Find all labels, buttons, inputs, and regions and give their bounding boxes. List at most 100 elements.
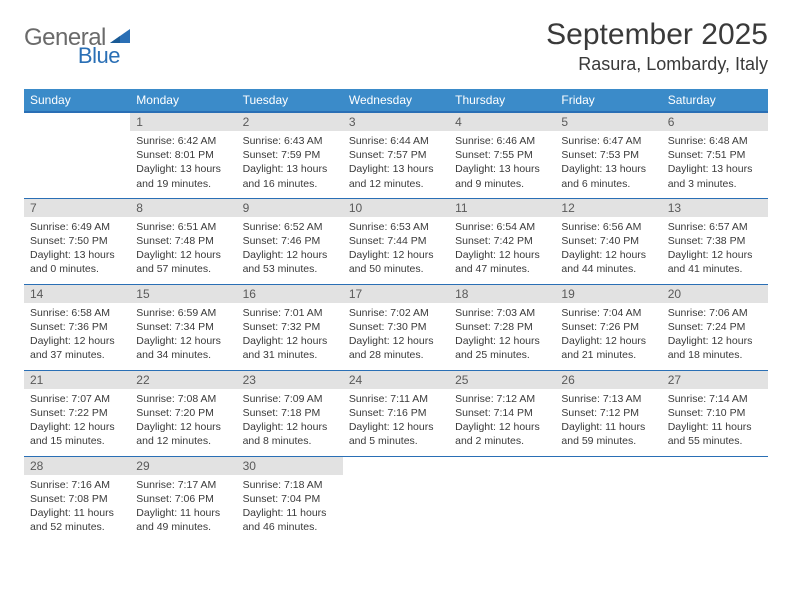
day-number: 26 — [555, 371, 661, 389]
day-number: 8 — [130, 199, 236, 217]
calendar-cell: 20Sunrise: 7:06 AMSunset: 7:24 PMDayligh… — [662, 284, 768, 370]
title-block: September 2025 Rasura, Lombardy, Italy — [546, 18, 768, 75]
day-number: 15 — [130, 285, 236, 303]
day-number: 5 — [555, 113, 661, 131]
calendar-cell: 8Sunrise: 6:51 AMSunset: 7:48 PMDaylight… — [130, 198, 236, 284]
calendar-cell: 30Sunrise: 7:18 AMSunset: 7:04 PMDayligh… — [237, 456, 343, 542]
day-content: Sunrise: 7:16 AMSunset: 7:08 PMDaylight:… — [24, 475, 130, 541]
day-content: Sunrise: 7:17 AMSunset: 7:06 PMDaylight:… — [130, 475, 236, 541]
day-content: Sunrise: 6:42 AMSunset: 8:01 PMDaylight:… — [130, 131, 236, 197]
calendar-cell: 4Sunrise: 6:46 AMSunset: 7:55 PMDaylight… — [449, 112, 555, 198]
day-content: Sunrise: 7:18 AMSunset: 7:04 PMDaylight:… — [237, 475, 343, 541]
calendar-cell: 15Sunrise: 6:59 AMSunset: 7:34 PMDayligh… — [130, 284, 236, 370]
calendar-cell: 14Sunrise: 6:58 AMSunset: 7:36 PMDayligh… — [24, 284, 130, 370]
day-content: Sunrise: 6:52 AMSunset: 7:46 PMDaylight:… — [237, 217, 343, 283]
calendar-cell: 18Sunrise: 7:03 AMSunset: 7:28 PMDayligh… — [449, 284, 555, 370]
day-content: Sunrise: 7:03 AMSunset: 7:28 PMDaylight:… — [449, 303, 555, 369]
day-content: Sunrise: 7:11 AMSunset: 7:16 PMDaylight:… — [343, 389, 449, 455]
calendar-cell: 28Sunrise: 7:16 AMSunset: 7:08 PMDayligh… — [24, 456, 130, 542]
calendar-cell — [24, 112, 130, 198]
day-content: Sunrise: 7:01 AMSunset: 7:32 PMDaylight:… — [237, 303, 343, 369]
calendar-cell: 29Sunrise: 7:17 AMSunset: 7:06 PMDayligh… — [130, 456, 236, 542]
day-number: 29 — [130, 457, 236, 475]
calendar-week-row: 7Sunrise: 6:49 AMSunset: 7:50 PMDaylight… — [24, 198, 768, 284]
calendar-week-row: 14Sunrise: 6:58 AMSunset: 7:36 PMDayligh… — [24, 284, 768, 370]
calendar-cell: 9Sunrise: 6:52 AMSunset: 7:46 PMDaylight… — [237, 198, 343, 284]
calendar-cell: 6Sunrise: 6:48 AMSunset: 7:51 PMDaylight… — [662, 112, 768, 198]
day-number: 7 — [24, 199, 130, 217]
weekday-header-row: Sunday Monday Tuesday Wednesday Thursday… — [24, 89, 768, 112]
weekday-monday: Monday — [130, 89, 236, 112]
location-text: Rasura, Lombardy, Italy — [546, 54, 768, 75]
day-content: Sunrise: 7:04 AMSunset: 7:26 PMDaylight:… — [555, 303, 661, 369]
day-number: 6 — [662, 113, 768, 131]
day-content: Sunrise: 6:56 AMSunset: 7:40 PMDaylight:… — [555, 217, 661, 283]
calendar-cell: 10Sunrise: 6:53 AMSunset: 7:44 PMDayligh… — [343, 198, 449, 284]
page-title: September 2025 — [546, 18, 768, 52]
day-number: 1 — [130, 113, 236, 131]
day-content: Sunrise: 6:57 AMSunset: 7:38 PMDaylight:… — [662, 217, 768, 283]
calendar-cell: 27Sunrise: 7:14 AMSunset: 7:10 PMDayligh… — [662, 370, 768, 456]
calendar-week-row: 1Sunrise: 6:42 AMSunset: 8:01 PMDaylight… — [24, 112, 768, 198]
day-number: 23 — [237, 371, 343, 389]
day-content: Sunrise: 7:13 AMSunset: 7:12 PMDaylight:… — [555, 389, 661, 455]
weekday-friday: Friday — [555, 89, 661, 112]
logo: General Blue — [24, 18, 178, 52]
calendar-cell: 12Sunrise: 6:56 AMSunset: 7:40 PMDayligh… — [555, 198, 661, 284]
day-number: 27 — [662, 371, 768, 389]
calendar-cell: 25Sunrise: 7:12 AMSunset: 7:14 PMDayligh… — [449, 370, 555, 456]
calendar-week-row: 21Sunrise: 7:07 AMSunset: 7:22 PMDayligh… — [24, 370, 768, 456]
day-number: 22 — [130, 371, 236, 389]
calendar-cell — [555, 456, 661, 542]
calendar-cell: 7Sunrise: 6:49 AMSunset: 7:50 PMDaylight… — [24, 198, 130, 284]
day-number: 18 — [449, 285, 555, 303]
weekday-sunday: Sunday — [24, 89, 130, 112]
day-content: Sunrise: 6:49 AMSunset: 7:50 PMDaylight:… — [24, 217, 130, 283]
calendar-cell: 3Sunrise: 6:44 AMSunset: 7:57 PMDaylight… — [343, 112, 449, 198]
calendar-cell: 21Sunrise: 7:07 AMSunset: 7:22 PMDayligh… — [24, 370, 130, 456]
day-number: 30 — [237, 457, 343, 475]
day-content: Sunrise: 6:47 AMSunset: 7:53 PMDaylight:… — [555, 131, 661, 197]
day-content: Sunrise: 6:58 AMSunset: 7:36 PMDaylight:… — [24, 303, 130, 369]
logo-text-blue: Blue — [78, 43, 120, 69]
day-number: 16 — [237, 285, 343, 303]
day-number: 4 — [449, 113, 555, 131]
calendar-cell: 5Sunrise: 6:47 AMSunset: 7:53 PMDaylight… — [555, 112, 661, 198]
day-content: Sunrise: 6:51 AMSunset: 7:48 PMDaylight:… — [130, 217, 236, 283]
day-number: 12 — [555, 199, 661, 217]
day-number: 2 — [237, 113, 343, 131]
day-number: 28 — [24, 457, 130, 475]
day-number: 14 — [24, 285, 130, 303]
day-number: 19 — [555, 285, 661, 303]
calendar-cell: 16Sunrise: 7:01 AMSunset: 7:32 PMDayligh… — [237, 284, 343, 370]
calendar-table: Sunday Monday Tuesday Wednesday Thursday… — [24, 89, 768, 542]
weekday-saturday: Saturday — [662, 89, 768, 112]
weekday-tuesday: Tuesday — [237, 89, 343, 112]
day-number: 21 — [24, 371, 130, 389]
day-content: Sunrise: 6:46 AMSunset: 7:55 PMDaylight:… — [449, 131, 555, 197]
calendar-week-row: 28Sunrise: 7:16 AMSunset: 7:08 PMDayligh… — [24, 456, 768, 542]
calendar-cell: 13Sunrise: 6:57 AMSunset: 7:38 PMDayligh… — [662, 198, 768, 284]
day-number: 10 — [343, 199, 449, 217]
day-content: Sunrise: 7:02 AMSunset: 7:30 PMDaylight:… — [343, 303, 449, 369]
day-content: Sunrise: 6:43 AMSunset: 7:59 PMDaylight:… — [237, 131, 343, 197]
day-number: 17 — [343, 285, 449, 303]
calendar-cell — [662, 456, 768, 542]
weekday-wednesday: Wednesday — [343, 89, 449, 112]
day-number: 24 — [343, 371, 449, 389]
day-content: Sunrise: 6:48 AMSunset: 7:51 PMDaylight:… — [662, 131, 768, 197]
day-content: Sunrise: 7:14 AMSunset: 7:10 PMDaylight:… — [662, 389, 768, 455]
day-number: 11 — [449, 199, 555, 217]
day-number: 9 — [237, 199, 343, 217]
calendar-body: 1Sunrise: 6:42 AMSunset: 8:01 PMDaylight… — [24, 112, 768, 542]
day-content: Sunrise: 6:44 AMSunset: 7:57 PMDaylight:… — [343, 131, 449, 197]
calendar-cell: 2Sunrise: 6:43 AMSunset: 7:59 PMDaylight… — [237, 112, 343, 198]
calendar-cell: 11Sunrise: 6:54 AMSunset: 7:42 PMDayligh… — [449, 198, 555, 284]
day-content: Sunrise: 6:54 AMSunset: 7:42 PMDaylight:… — [449, 217, 555, 283]
calendar-cell: 17Sunrise: 7:02 AMSunset: 7:30 PMDayligh… — [343, 284, 449, 370]
calendar-cell — [343, 456, 449, 542]
calendar-cell: 22Sunrise: 7:08 AMSunset: 7:20 PMDayligh… — [130, 370, 236, 456]
day-number: 20 — [662, 285, 768, 303]
day-content: Sunrise: 7:06 AMSunset: 7:24 PMDaylight:… — [662, 303, 768, 369]
calendar-cell: 24Sunrise: 7:11 AMSunset: 7:16 PMDayligh… — [343, 370, 449, 456]
